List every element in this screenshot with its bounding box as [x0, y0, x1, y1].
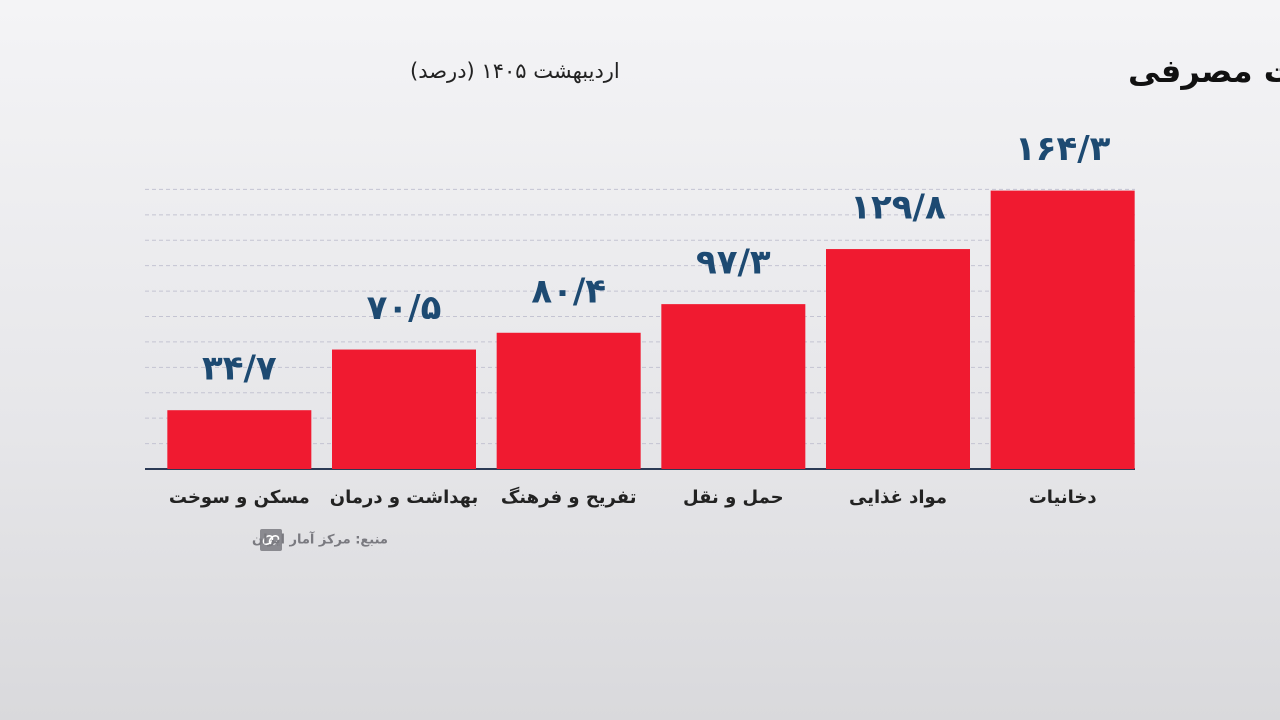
value-label: ۳۴/۷	[202, 349, 277, 389]
value-label: ۱۶۴/۳	[1015, 129, 1111, 169]
source-note: منبع: مرکز آمار ایران	[252, 531, 388, 548]
source-icon	[260, 529, 282, 551]
chart-subtitle: اردیبهشت ۱۴۰۵ (درصد)	[410, 59, 620, 83]
bar	[826, 249, 970, 469]
bar	[496, 332, 641, 469]
value-label: ۹۷/۳	[696, 243, 771, 283]
bar	[990, 190, 1135, 469]
chart-title: تورم نقطه به نقطه کالاها و خدمات مصرفی	[1128, 52, 1280, 90]
x-tick-label: مسکن و سوخت	[169, 487, 310, 508]
bar	[332, 349, 476, 469]
value-label: ۷۰/۵	[367, 288, 442, 328]
x-tick-label: بهداشت و درمان	[330, 487, 479, 508]
value-label: ۱۲۹/۸	[850, 188, 946, 228]
x-tick-label: دخانیات	[1029, 487, 1097, 508]
bar	[167, 410, 312, 469]
x-tick-label: حمل و نقل	[683, 487, 784, 508]
bar	[661, 304, 806, 469]
x-tick-label: تفریح و فرهنگ	[501, 486, 637, 508]
value-label: ۸۰/۴	[531, 271, 606, 311]
x-tick-label: مواد غذایی	[849, 487, 947, 508]
